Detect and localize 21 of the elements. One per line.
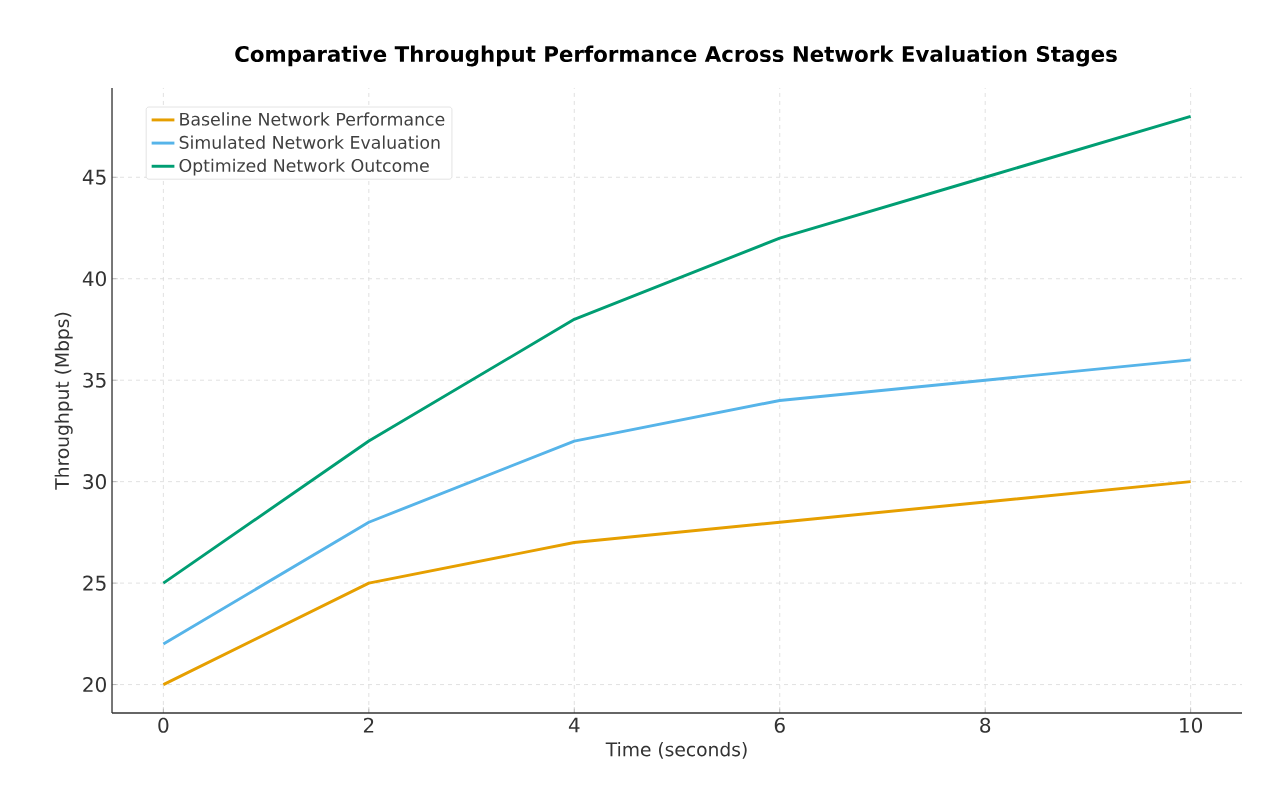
y-axis-title: Throughput (Mbps) bbox=[54, 312, 73, 490]
y-tick-label: 25 bbox=[83, 575, 106, 591]
y-tick-label: 20 bbox=[83, 677, 106, 693]
line-series bbox=[161, 114, 1193, 585]
x-tick-label: 10 bbox=[1180, 717, 1203, 733]
y-tick-label: 35 bbox=[83, 372, 106, 388]
chart-title: Comparative Throughput Performance Across Network Evaluation Stages bbox=[235, 45, 1117, 67]
legend-label: Optimized Network Outcome bbox=[179, 158, 429, 176]
x-tick-label: 2 bbox=[363, 717, 374, 733]
y-tick-label: 45 bbox=[82, 169, 106, 185]
y-tick-label: 40 bbox=[82, 271, 106, 287]
legend-label: Baseline Network Performance bbox=[180, 112, 445, 126]
x-tick-label: 8 bbox=[980, 717, 991, 733]
line-series bbox=[161, 480, 1193, 687]
legend-label: Simulated Network Evaluation bbox=[179, 135, 440, 149]
x-tick-label: 0 bbox=[158, 717, 169, 733]
x-tick-label: 4 bbox=[568, 717, 580, 733]
x-tick-label: 6 bbox=[774, 717, 785, 733]
line-series bbox=[161, 358, 1193, 646]
x-axis-title: Time (seconds) bbox=[605, 741, 747, 759]
y-tick-label: 30 bbox=[83, 474, 106, 490]
